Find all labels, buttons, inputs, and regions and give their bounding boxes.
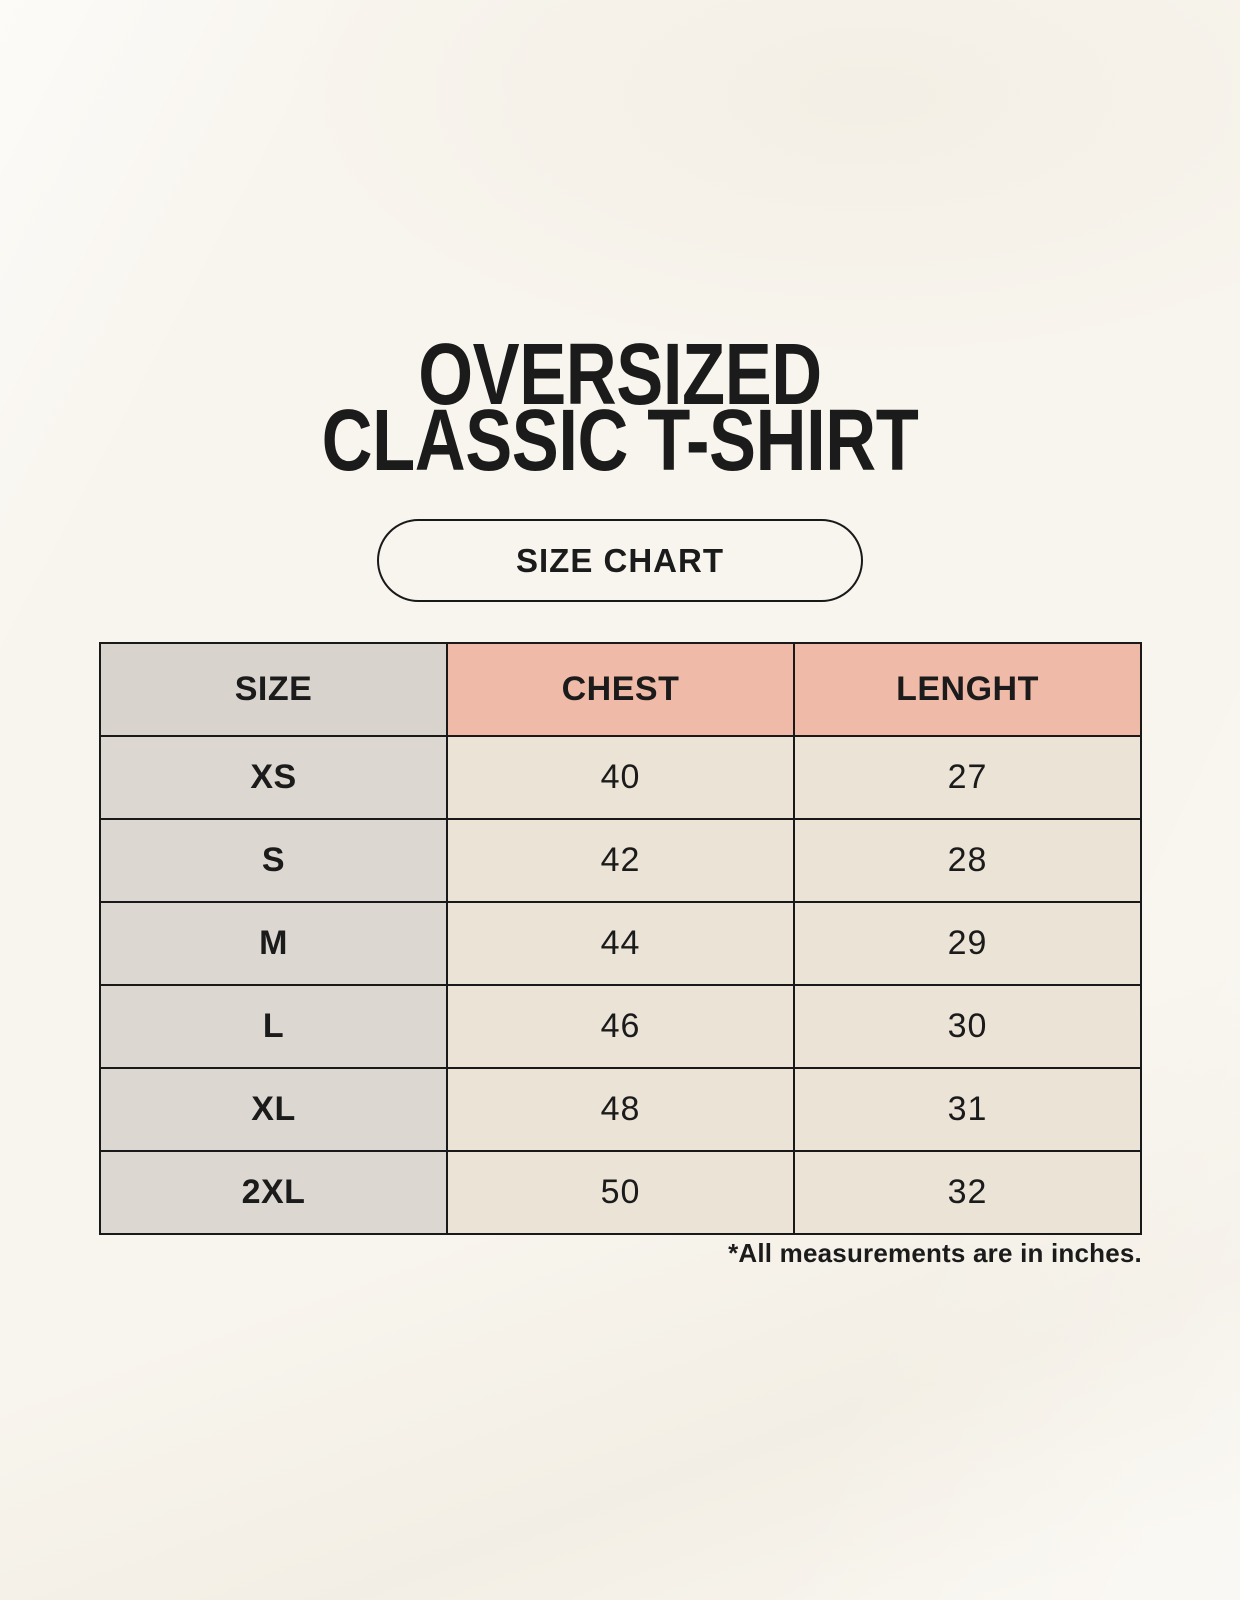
size-cell: XS: [99, 735, 448, 820]
size-cell: XL: [99, 1067, 448, 1152]
length-cell: 31: [793, 1067, 1142, 1152]
table-row-m: M 44 29: [99, 901, 1142, 986]
size-chart-button-label: SIZE CHART: [516, 541, 724, 579]
table-row-xl: XL 48 31: [99, 1067, 1142, 1152]
column-header-length: LENGHT: [793, 642, 1142, 737]
table-row-2xl: 2XL 50 32: [99, 1150, 1142, 1235]
chest-cell: 42: [446, 818, 795, 903]
length-cell: 29: [793, 901, 1142, 986]
table-header: SIZE CHEST LENGHT: [99, 642, 1142, 737]
chest-cell: 46: [446, 984, 795, 1069]
column-header-chest: CHEST: [446, 642, 795, 737]
length-cell: 27: [793, 735, 1142, 820]
size-cell: L: [99, 984, 448, 1069]
chest-cell: 40: [446, 735, 795, 820]
page-title: OVERSIZED CLASSIC T-SHIRT: [118, 326, 1122, 489]
page-title-line-2: CLASSIC T-SHIRT: [321, 392, 919, 489]
chest-cell: 50: [446, 1150, 795, 1235]
table-row-s: S 42 28: [99, 818, 1142, 903]
page-title-line-1: OVERSIZED: [418, 326, 822, 423]
size-cell: S: [99, 818, 448, 903]
size-cell: 2XL: [99, 1150, 448, 1235]
size-chart-table: SIZE CHEST LENGHT XS 40 27 S 42 28 M 44 …: [99, 642, 1142, 1235]
chest-cell: 48: [446, 1067, 795, 1152]
table-header-row: SIZE CHEST LENGHT: [99, 642, 1142, 737]
size-cell: M: [99, 901, 448, 986]
column-header-size: SIZE: [99, 642, 448, 737]
chest-cell: 44: [446, 901, 795, 986]
size-chart-button[interactable]: SIZE CHART: [377, 519, 863, 602]
length-cell: 32: [793, 1150, 1142, 1235]
length-cell: 30: [793, 984, 1142, 1069]
table-row-l: L 46 30: [99, 984, 1142, 1069]
measurements-note: *All measurements are in inches.: [728, 1238, 1142, 1268]
length-cell: 28: [793, 818, 1142, 903]
table-body: XS 40 27 S 42 28 M 44 29 L 46 30 XL 48 3…: [99, 735, 1142, 1235]
table-row-xs: XS 40 27: [99, 735, 1142, 820]
